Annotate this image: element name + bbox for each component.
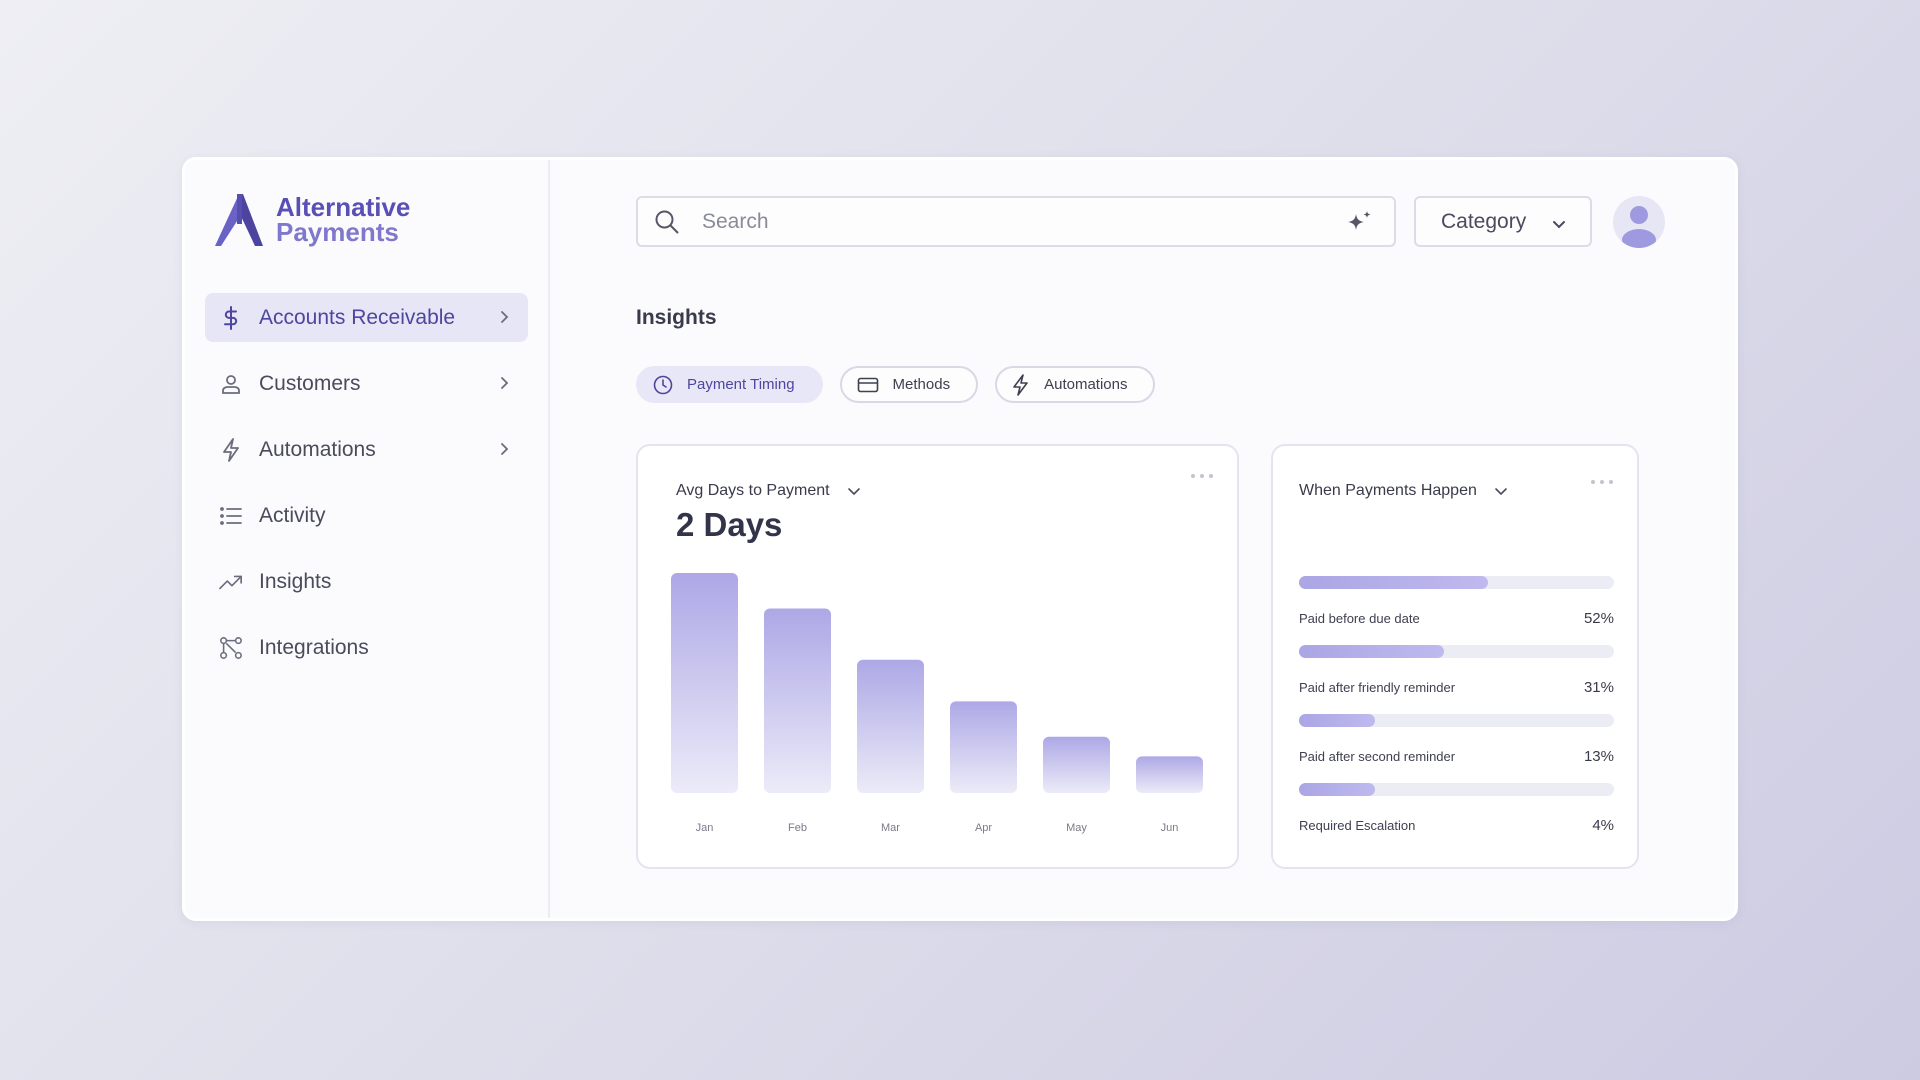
sidebar-item-label: Automations (259, 437, 376, 461)
dollar-icon (219, 305, 243, 330)
distribution-percent: 4% (1592, 817, 1614, 834)
tab-methods[interactable]: Methods (839, 366, 979, 403)
distribution-row: Required Escalation 4% (1299, 783, 1614, 852)
list-icon (219, 504, 243, 528)
x-tick-label: Feb (788, 822, 807, 834)
x-tick-label: May (1066, 822, 1087, 834)
when-payments-title[interactable]: When Payments Happen (1299, 482, 1509, 500)
chevron-down-icon (1553, 221, 1565, 229)
tab-label: Methods (892, 376, 951, 393)
sidebar-item-label: Customers (259, 371, 361, 395)
x-tick-label: Jan (696, 822, 714, 834)
tab-payment-timing[interactable]: Payment Timing (636, 366, 823, 403)
user-avatar-icon (1622, 206, 1656, 248)
search-placeholder: Search (702, 209, 769, 233)
more-options-icon[interactable] (1186, 474, 1213, 478)
search-input[interactable]: Search (636, 196, 1396, 247)
progress-track (1299, 576, 1614, 589)
chevron-right-icon (501, 443, 509, 455)
distribution-label: Paid after friendly reminder (1299, 680, 1456, 695)
sidebar-item-integrations[interactable]: Integrations (205, 623, 528, 672)
tab-automations[interactable]: Automations (995, 366, 1156, 403)
avg-days-title[interactable]: Avg Days to Payment (676, 482, 862, 500)
avg-days-card: Avg Days to Payment 2 Days Jan Feb Mar Apr M… (636, 444, 1239, 869)
tab-label: Automations (1044, 376, 1128, 393)
sidebar-item-automations[interactable]: Automations (205, 425, 528, 474)
user-icon (219, 372, 243, 396)
category-dropdown[interactable]: Category (1414, 196, 1592, 247)
search-icon (655, 210, 679, 233)
category-label: Category (1441, 209, 1527, 233)
distribution-row: Paid before due date 52% (1299, 576, 1614, 645)
sidebar-item-accounts-receivable[interactable]: Accounts Receivable (205, 293, 528, 342)
x-tick-label: Mar (881, 822, 900, 834)
distribution-label: Required Escalation (1299, 818, 1416, 833)
progress-fill (1299, 783, 1375, 796)
page-title: Insights (636, 306, 717, 329)
chevron-down-icon (847, 488, 860, 496)
distribution-percent: 31% (1583, 679, 1614, 696)
trending-up-icon (219, 570, 243, 594)
brand-name-line2: Payments (276, 217, 399, 247)
distribution-percent: 13% (1583, 748, 1614, 765)
tab-label: Payment Timing (687, 376, 795, 393)
progress-fill (1299, 645, 1444, 658)
bar-feb[interactable] (764, 608, 831, 793)
bar-may[interactable] (1043, 736, 1110, 793)
chevron-right-icon (501, 311, 509, 323)
lightning-icon (219, 437, 243, 462)
progress-track (1299, 714, 1614, 727)
card-title-text: When Payments Happen (1299, 482, 1477, 499)
clock-icon (653, 375, 673, 394)
payment-distribution: Paid before due date 52% Paid after frie… (1299, 576, 1614, 852)
main-content: Search Category Insights Payment Timing … (550, 160, 1735, 918)
progress-fill (1299, 714, 1375, 727)
distribution-percent: 52% (1583, 610, 1614, 627)
distribution-row: Paid after second reminder 13% (1299, 714, 1614, 783)
distribution-label: Paid after second reminder (1299, 749, 1456, 764)
ai-sparkle-icon[interactable] (1344, 210, 1374, 238)
sidebar-item-label: Insights (259, 569, 332, 593)
bar-jan[interactable] (671, 573, 738, 793)
credit-card-icon (857, 377, 878, 392)
sidebar: Alternative Payments Accounts Receivable… (185, 160, 550, 918)
bar-mar[interactable] (857, 659, 924, 793)
lightning-icon (1013, 373, 1028, 396)
progress-track (1299, 645, 1614, 658)
distribution-row: Paid after friendly reminder 31% (1299, 645, 1614, 714)
bar-apr[interactable] (950, 701, 1017, 793)
sidebar-item-insights[interactable]: Insights (205, 557, 528, 606)
sidebar-item-customers[interactable]: Customers (205, 359, 528, 408)
x-tick-label: Jun (1161, 822, 1179, 834)
chevron-right-icon (501, 377, 509, 389)
user-avatar[interactable] (1613, 196, 1665, 248)
sidebar-item-label: Integrations (259, 635, 369, 659)
brand-name-line1: Alternative (276, 192, 411, 222)
sidebar-item-label: Activity (259, 503, 326, 527)
sidebar-item-label: Accounts Receivable (259, 305, 456, 329)
avg-days-value: 2 Days (676, 506, 783, 543)
progress-fill (1299, 576, 1488, 589)
integrations-icon (219, 636, 243, 660)
distribution-label: Paid before due date (1299, 611, 1420, 626)
more-options-icon[interactable] (1586, 480, 1613, 484)
insights-tabs: Payment Timing Methods Automations (636, 366, 1172, 403)
chevron-down-icon (1495, 488, 1507, 496)
logo-mark-icon (215, 194, 263, 246)
sidebar-item-activity[interactable]: Activity (205, 491, 528, 540)
progress-track (1299, 783, 1614, 796)
when-payments-card: When Payments Happen Paid before due dat… (1271, 444, 1639, 869)
brand-logo[interactable]: Alternative Payments (215, 192, 410, 248)
sidebar-nav: Accounts Receivable Customers Automation… (205, 293, 528, 689)
app-window: Alternative Payments Accounts Receivable… (182, 157, 1738, 921)
bar-jun[interactable] (1136, 756, 1203, 793)
avg-days-bar-chart: Jan Feb Mar Apr May Jun (671, 573, 1203, 834)
card-title-text: Avg Days to Payment (676, 482, 830, 499)
x-tick-label: Apr (975, 822, 992, 834)
